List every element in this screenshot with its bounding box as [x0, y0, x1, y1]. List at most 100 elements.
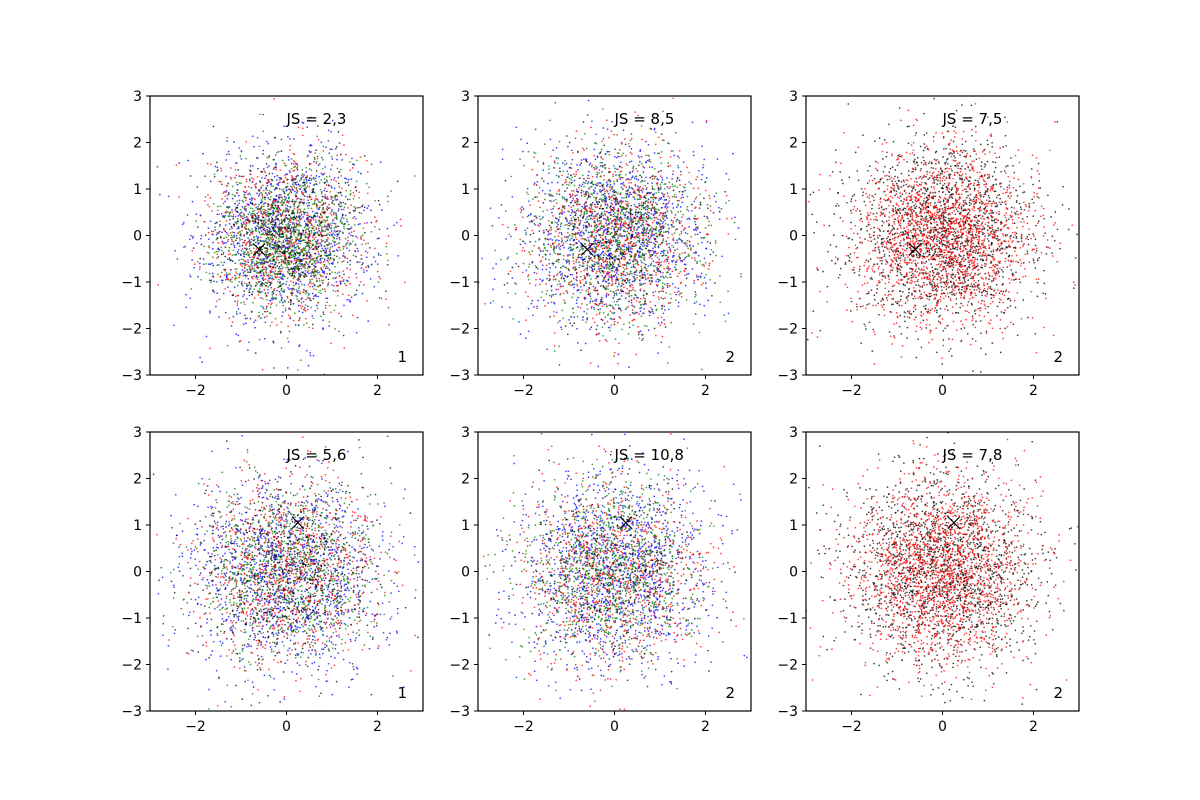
data-point [280, 222, 283, 225]
data-point [299, 293, 301, 295]
data-point [350, 234, 352, 237]
data-point [206, 251, 209, 254]
data-point [298, 201, 301, 204]
data-point [370, 209, 372, 212]
data-point [292, 281, 295, 284]
data-point [592, 285, 595, 288]
data-point [220, 253, 223, 256]
data-point [234, 300, 236, 303]
data-point [225, 212, 228, 214]
data-point [653, 211, 656, 213]
data-point [306, 185, 309, 187]
data-point [241, 262, 244, 265]
data-point [355, 217, 357, 220]
data-point [238, 199, 241, 202]
data-point [317, 295, 320, 298]
data-point [577, 289, 579, 291]
data-point [361, 292, 364, 295]
data-point [331, 261, 334, 264]
data-point [275, 298, 277, 300]
data-point [305, 290, 308, 292]
data-point [357, 260, 359, 263]
data-point [575, 302, 578, 305]
data-point [283, 181, 286, 183]
data-point [286, 205, 289, 207]
data-point [222, 279, 224, 282]
data-point [247, 213, 250, 216]
data-point [554, 101, 557, 104]
data-point [590, 307, 593, 309]
data-point [287, 259, 290, 262]
data-point [298, 260, 300, 262]
data-point [278, 301, 281, 303]
data-point [566, 292, 569, 294]
data-point [294, 193, 297, 195]
data-point [592, 189, 595, 191]
data-point [320, 250, 322, 253]
data-point [253, 251, 256, 254]
data-point [655, 280, 657, 283]
data-point [715, 200, 717, 203]
data-point [539, 249, 542, 252]
data-point [396, 180, 399, 183]
data-point [699, 275, 702, 277]
data-point [355, 276, 358, 279]
data-point [595, 235, 598, 237]
data-point [301, 217, 303, 220]
data-point [260, 274, 263, 277]
data-point [252, 256, 255, 259]
data-point [245, 243, 247, 245]
data-point [356, 316, 359, 319]
data-point [329, 231, 331, 234]
data-point [661, 192, 663, 194]
data-point [514, 282, 516, 284]
data-point [613, 355, 615, 357]
data-point [647, 143, 650, 146]
data-point [678, 220, 681, 222]
data-point [647, 235, 650, 238]
data-point [315, 160, 318, 163]
data-point [311, 270, 314, 273]
data-point [328, 250, 331, 252]
data-point [327, 267, 329, 269]
data-point [606, 189, 608, 192]
data-point [681, 201, 683, 204]
data-point [245, 216, 248, 218]
data-point [313, 284, 316, 286]
data-point [519, 333, 522, 336]
data-point [395, 221, 398, 224]
data-point [268, 218, 271, 220]
data-point [633, 276, 635, 278]
data-point [264, 231, 267, 234]
data-point [237, 248, 240, 251]
data-point [304, 236, 307, 239]
data-point [254, 270, 257, 272]
data-point [330, 342, 332, 345]
data-point [295, 248, 298, 251]
data-point [319, 224, 322, 227]
data-point [259, 181, 262, 183]
data-point [285, 234, 288, 236]
data-point [314, 232, 316, 234]
data-point [247, 265, 250, 267]
data-point [254, 214, 256, 217]
data-point [291, 221, 293, 224]
data-point [366, 221, 368, 224]
data-point [298, 254, 301, 257]
data-point [275, 221, 277, 224]
data-point [267, 302, 270, 305]
data-point [325, 255, 328, 257]
data-point [263, 219, 266, 222]
data-point [310, 162, 312, 165]
data-point [251, 207, 254, 210]
data-point [575, 190, 578, 193]
data-point [618, 316, 621, 318]
data-point [639, 247, 642, 250]
data-point [627, 227, 630, 230]
data-point [307, 224, 309, 226]
data-point [347, 181, 349, 184]
data-point [249, 250, 252, 252]
data-point [292, 216, 295, 219]
data-point [370, 231, 373, 233]
data-point [618, 292, 621, 295]
